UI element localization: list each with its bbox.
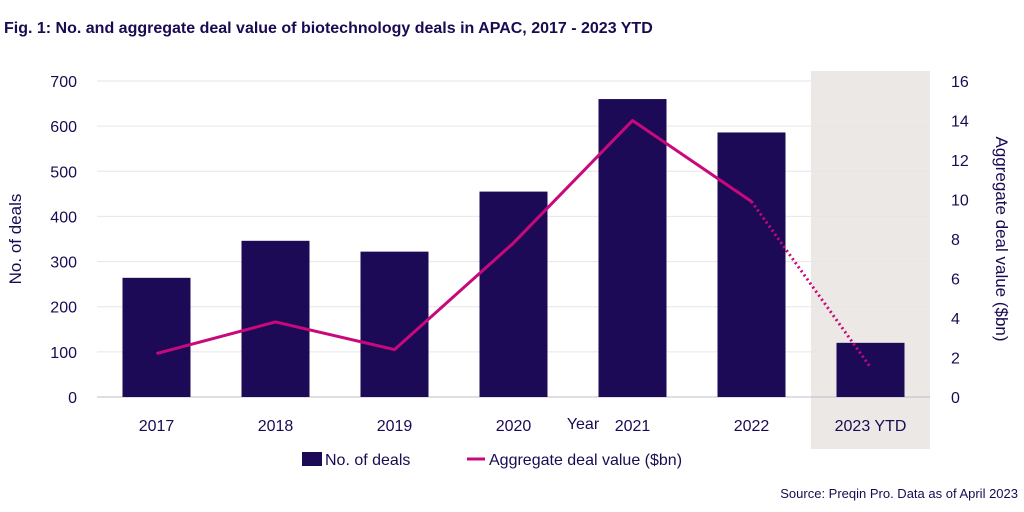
- y2-axis-title: Aggregate deal value ($bn): [992, 136, 1011, 341]
- y2-tick-label: 12: [951, 153, 969, 170]
- x-tick-label: 2023 YTD: [835, 418, 907, 435]
- y2-tick-label: 6: [951, 272, 960, 289]
- y2-tick-label: 14: [951, 114, 969, 131]
- y-tick-label: 200: [50, 300, 77, 317]
- y2-tick-label: 4: [951, 311, 960, 328]
- y-tick-label: 400: [50, 209, 77, 226]
- source-note: Source: Preqin Pro. Data as of April 202…: [780, 486, 1018, 501]
- x-tick-label: 2020: [496, 418, 532, 435]
- y-tick-label: 700: [50, 74, 77, 91]
- bar-deals: [717, 132, 786, 397]
- legend-label-line: Aggregate deal value ($bn): [489, 452, 682, 469]
- x-tick-label: 2021: [615, 418, 651, 435]
- legend-label-bars: No. of deals: [325, 452, 410, 469]
- y2-tick-label: 2: [951, 351, 960, 368]
- y-axis-title: No. of deals: [6, 194, 25, 285]
- line-deal-value: [156, 119, 753, 355]
- bar-deals: [241, 240, 310, 397]
- x-tick-label: 2022: [734, 418, 770, 435]
- x-tick-label: 2019: [377, 418, 413, 435]
- bar-deals: [479, 191, 548, 397]
- y-tick-label: 0: [68, 390, 77, 407]
- x-axis-title: Year: [567, 416, 600, 433]
- y2-tick-label: 8: [951, 232, 960, 249]
- y2-tick-label: 16: [951, 74, 969, 91]
- y2-tick-label: 0: [951, 390, 960, 407]
- y-tick-label: 500: [50, 164, 77, 181]
- y-tick-label: 600: [50, 119, 77, 136]
- y-tick-label: 100: [50, 345, 77, 362]
- y-tick-label: 300: [50, 255, 77, 272]
- bar-deals: [360, 251, 429, 397]
- chart-title: Fig. 1: No. and aggregate deal value of …: [4, 20, 653, 37]
- bar-deals: [122, 277, 191, 397]
- x-tick-label: 2017: [139, 418, 175, 435]
- line-deal-value-ytd-segment: [750, 200, 872, 369]
- legend-swatch-bars: [302, 452, 322, 466]
- y2-tick-label: 10: [951, 193, 969, 210]
- bar-deals: [598, 99, 667, 398]
- bar-deals: [836, 342, 905, 397]
- x-tick-label: 2018: [258, 418, 294, 435]
